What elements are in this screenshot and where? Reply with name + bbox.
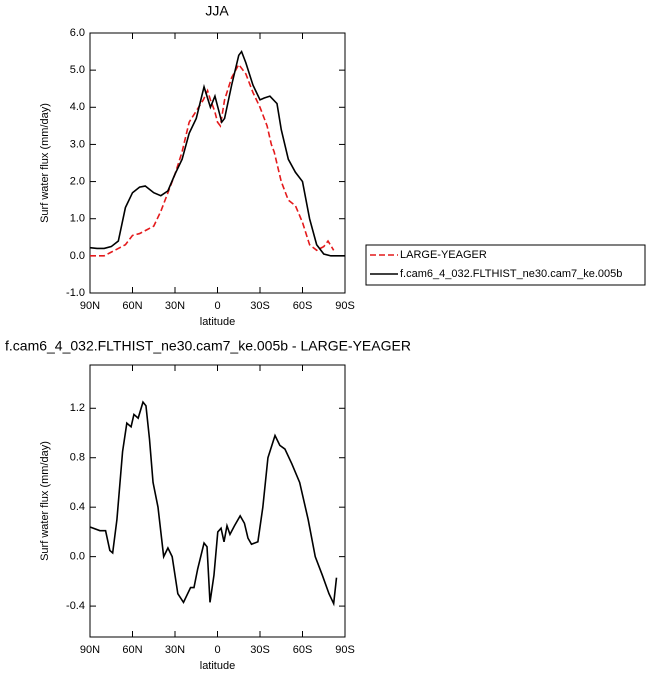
x-tick-label: 0 (214, 644, 220, 656)
x-tick-label: 90S (335, 300, 355, 312)
plot-frame (89, 364, 346, 638)
x-tick-label: 30N (165, 644, 185, 656)
chart-title: f.cam6_4_032.FLTHIST_ne30.cam7_ke.005b -… (5, 338, 411, 354)
y-tick-label: -1.0 (66, 287, 85, 299)
y-tick-label: 1.2 (70, 402, 85, 414)
x-tick-label: 90S (335, 644, 355, 656)
x-tick-label: 60N (122, 644, 142, 656)
x-tick-label: 30S (250, 300, 270, 312)
data-line (90, 63, 335, 257)
y-tick-label: 1.0 (70, 213, 85, 225)
y-tick-label: 6.0 (70, 27, 85, 39)
y-tick-label: 0.0 (70, 551, 85, 563)
x-tick-label: 0 (214, 300, 220, 312)
plot-frame (89, 32, 346, 294)
y-tick-label: 4.0 (70, 101, 85, 113)
legend-label: f.cam6_4_032.FLTHIST_ne30.cam7_ke.005b (400, 268, 622, 280)
y-tick-label: 5.0 (70, 64, 85, 76)
y-tick-label: 3.0 (70, 138, 85, 150)
y-axis-label: Surf water flux (mm/day) (39, 441, 51, 561)
x-tick-label: 60S (293, 644, 313, 656)
chart-title: JJA (205, 3, 229, 19)
y-axis-label: Surf water flux (mm/day) (39, 103, 51, 223)
data-line (89, 49, 345, 257)
x-tick-label: 90N (80, 300, 100, 312)
x-axis-label: latitude (200, 316, 235, 328)
y-tick-label: 0.0 (70, 250, 85, 262)
data-line (89, 400, 338, 607)
y-tick-label: 0.4 (70, 501, 85, 513)
y-tick-label: -0.4 (66, 600, 85, 612)
x-tick-label: 30N (165, 300, 185, 312)
y-tick-label: 0.8 (70, 452, 85, 464)
x-tick-label: 60N (122, 300, 142, 312)
legend-box (365, 244, 646, 286)
x-tick-label: 90N (80, 644, 100, 656)
x-tick-label: 60S (293, 300, 313, 312)
legend-label: LARGE-YEAGER (400, 249, 487, 261)
x-axis-label: latitude (200, 660, 235, 672)
y-tick-label: 2.0 (70, 175, 85, 187)
x-tick-label: 30S (250, 644, 270, 656)
